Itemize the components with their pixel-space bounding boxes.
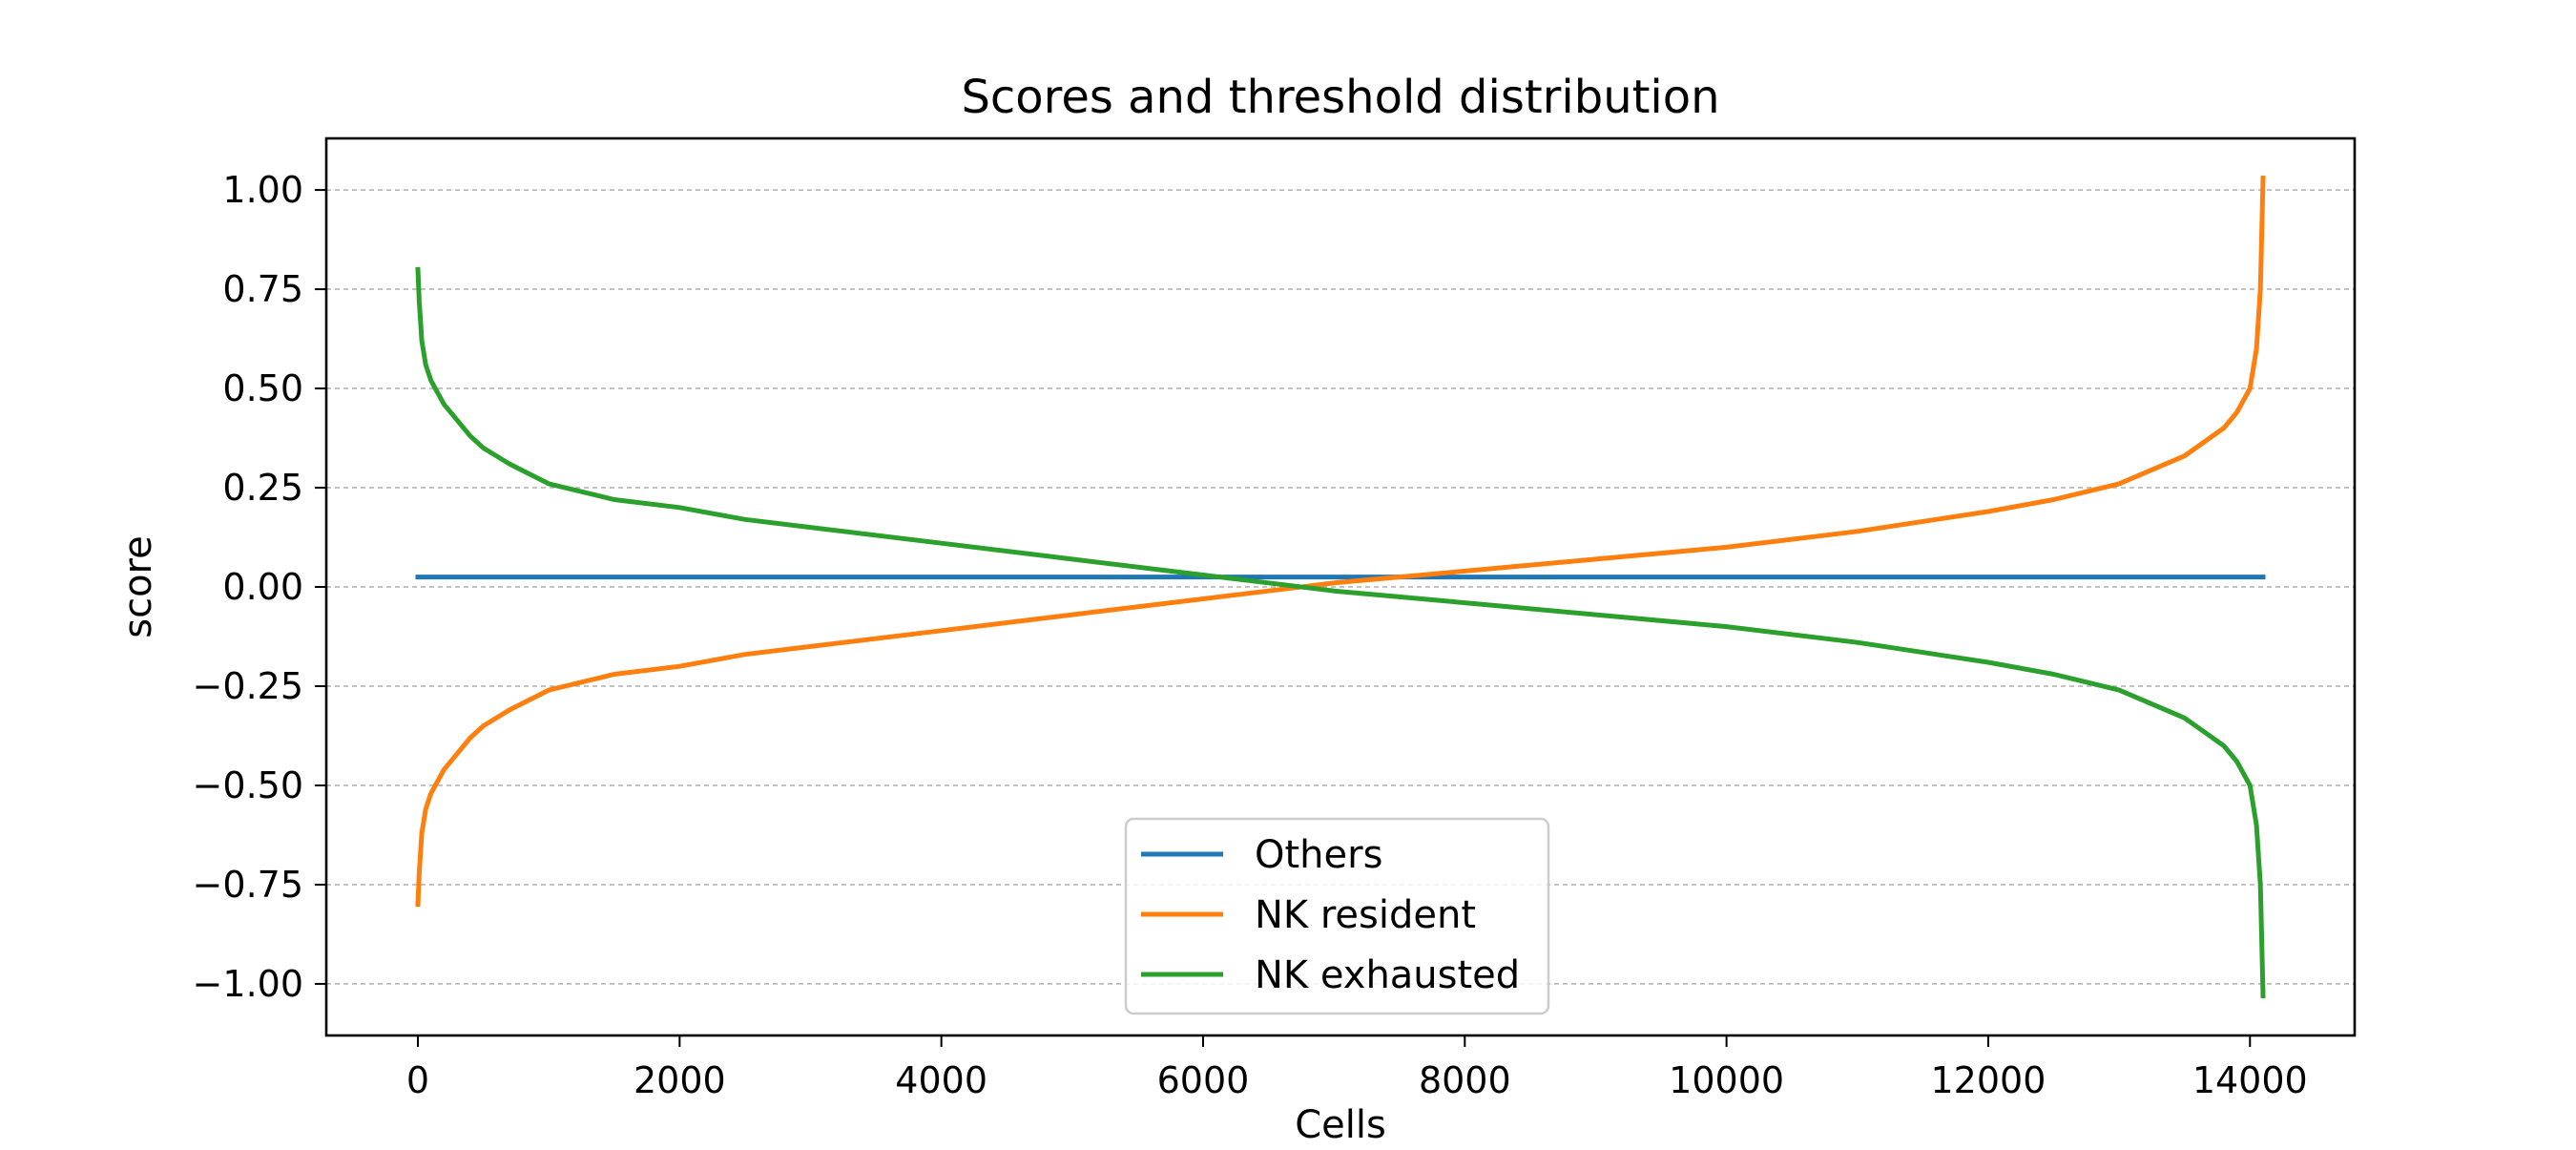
series-line-nk-resident <box>415 176 2266 908</box>
y-axis-ticks: 1.00 0.75 0.50 0.25 0.00 −0.25 −0.50 −0.75 −1.00 <box>193 169 326 1005</box>
y-tick-label: 0.00 <box>222 566 303 608</box>
x-tick-label: 2000 <box>634 1059 726 1101</box>
x-axis-ticks: 0 2000 4000 6000 8000 10000 12000 14000 <box>406 1035 2308 1101</box>
series-lines <box>415 176 2266 998</box>
x-tick-label: 8000 <box>1419 1059 1511 1101</box>
legend-label-nk-exhausted: NK exhausted <box>1255 953 1520 997</box>
legend-label-others: Others <box>1255 833 1382 877</box>
x-tick-label: 6000 <box>1157 1059 1250 1101</box>
y-tick-label: 0.75 <box>222 268 303 310</box>
x-tick-label: 4000 <box>895 1059 987 1101</box>
y-axis-label: score <box>116 535 160 638</box>
y-tick-label: −0.50 <box>193 764 303 806</box>
y-tick-label: −0.25 <box>193 665 303 707</box>
x-tick-label: 12000 <box>1931 1059 2046 1101</box>
y-tick-label: −1.00 <box>193 963 303 1005</box>
legend-items: Others NK resident NK exhausted <box>1141 833 1520 997</box>
y-tick-label: 1.00 <box>222 169 303 211</box>
series-line-nk-exhausted <box>415 266 2266 998</box>
y-tick-label: 0.50 <box>222 367 303 409</box>
legend-box <box>1124 817 1550 1015</box>
chart-title: Scores and threshold distribution <box>961 71 1719 124</box>
legend: Others NK resident NK exhausted <box>1124 817 1550 1015</box>
x-axis-label: Cells <box>1295 1103 1386 1145</box>
x-tick-label: 14000 <box>2192 1059 2308 1101</box>
x-tick-label: 0 <box>406 1059 429 1101</box>
y-tick-label: 0.25 <box>222 467 303 509</box>
legend-label-nk-resident: NK resident <box>1255 893 1476 937</box>
x-tick-label: 10000 <box>1669 1059 1784 1101</box>
y-tick-label: −0.75 <box>193 864 303 906</box>
